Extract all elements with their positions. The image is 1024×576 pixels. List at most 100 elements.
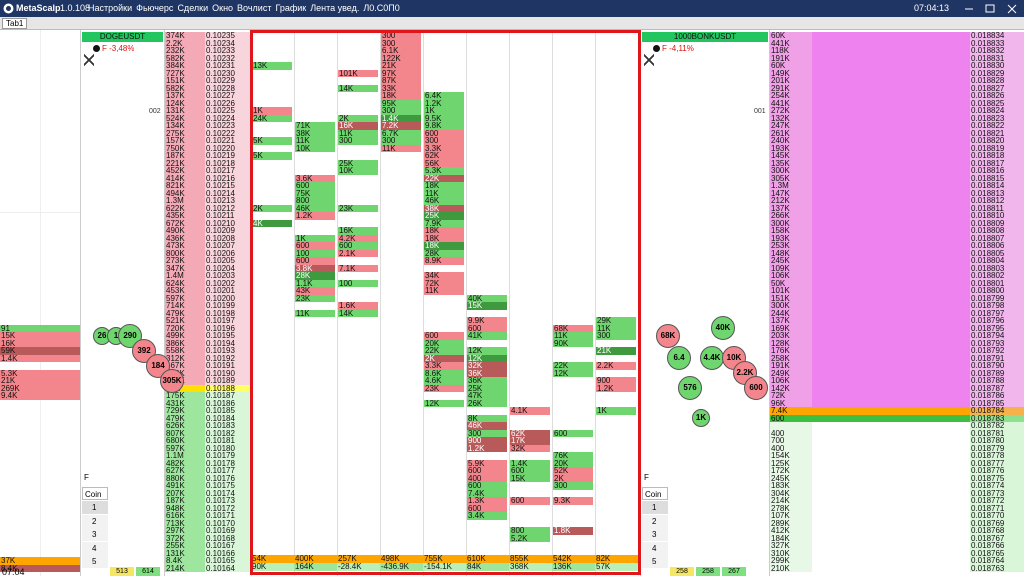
ladder-price: 0.018803 <box>970 264 1024 272</box>
cluster-cell: 72K <box>424 279 464 287</box>
panel-control[interactable]: F <box>82 471 108 484</box>
cluster-cell: 95K <box>381 99 421 107</box>
depth-area <box>812 557 970 565</box>
ladder-volume: 134K <box>165 122 205 130</box>
menu-item[interactable]: Л0.С0П0 <box>363 3 400 13</box>
ladder-volume: 750K <box>165 144 205 152</box>
mini-volume: 9.4K <box>0 392 80 400</box>
menu-item[interactable]: Настройки <box>88 3 133 13</box>
cluster-cell: 300 <box>381 137 421 145</box>
cluster-cell: 7.9K <box>424 219 464 227</box>
cluster-cell: 29K <box>596 317 636 325</box>
ladder-volume: 137K <box>165 92 205 100</box>
ladder-price: 0.018777 <box>970 459 1024 467</box>
cluster-cell: 62K <box>510 429 550 437</box>
ladder-price: 0.018795 <box>970 324 1024 332</box>
cluster-cell: 52K <box>553 467 593 475</box>
ladder-volume: 72K <box>770 392 812 400</box>
menu-item[interactable]: График <box>275 3 307 13</box>
symbol-header[interactable]: DOGEUSDT <box>82 32 163 42</box>
cluster-cell: 300 <box>553 482 593 490</box>
panel-control[interactable]: 4 <box>642 541 668 555</box>
cluster-cell: 12K <box>553 369 593 377</box>
ladder-price: 0.018833 <box>970 39 1024 47</box>
close-button[interactable] <box>84 54 94 66</box>
panel-control[interactable]: Coin <box>642 487 668 500</box>
menu-item[interactable]: Вочлист <box>237 3 272 13</box>
ladder-price: 0.10196 <box>205 324 251 332</box>
menu-item[interactable]: Фьючерс <box>136 3 174 13</box>
ladder-price: 0.10164 <box>205 564 251 572</box>
ladder-volume: 400 <box>770 444 812 452</box>
panel-control[interactable]: 3 <box>82 528 108 541</box>
menu-item[interactable]: Лента увед. <box>310 3 360 13</box>
panel-control[interactable]: 1 <box>642 501 668 514</box>
menu-item[interactable]: Сделки <box>177 3 209 13</box>
panel-control[interactable]: 4 <box>82 541 108 555</box>
ladder-volume: 135K <box>770 159 812 167</box>
depth-area <box>812 482 970 490</box>
ladder-volume: 214K <box>165 564 205 572</box>
panel-control[interactable]: 3 <box>642 528 668 541</box>
cluster-cell: 600 <box>553 429 593 437</box>
ladder-volume: 191K <box>770 54 812 62</box>
depth-area <box>812 399 970 407</box>
depth-area <box>812 339 970 347</box>
symbol-header[interactable]: 1000BONKUSDT <box>642 32 768 42</box>
ladder-volume: 149K <box>770 69 812 77</box>
ladder-volume: 374K <box>165 32 205 40</box>
ladder-price: 0.018805 <box>970 249 1024 257</box>
ladder-volume: 626K <box>165 422 205 430</box>
cluster-cell: 8.6K <box>424 369 464 377</box>
panel-control[interactable]: F <box>642 471 668 484</box>
cluster-cell: 600 <box>467 324 507 332</box>
ladder-volume: 232K <box>165 47 205 55</box>
depth-area <box>812 489 970 497</box>
ladder-price: 0.018783 <box>970 414 1024 422</box>
cluster-cell: 11K <box>424 189 464 197</box>
cluster-total: 400K <box>294 555 337 563</box>
ladder-volume: 821K <box>165 182 205 190</box>
cluster-cell: 10K <box>338 167 378 175</box>
depth-area <box>812 234 970 242</box>
panel-control[interactable]: 1 <box>82 501 108 514</box>
depth-area <box>812 69 970 77</box>
cluster-cell: 18K <box>424 242 464 250</box>
cluster-cell: 600 <box>510 467 550 475</box>
cluster-cell: 25K <box>467 384 507 392</box>
ladder-price: 0.10166 <box>205 549 251 557</box>
window-buttons[interactable] <box>962 0 1024 17</box>
ladder-price: 0.018773 <box>970 489 1024 497</box>
menu-item[interactable]: Окно <box>212 3 234 13</box>
panel-control[interactable]: 2 <box>82 514 108 528</box>
ladder-volume: 1.1M <box>165 452 205 460</box>
ladder-price: 0.018779 <box>970 444 1024 452</box>
depth-area <box>812 519 970 527</box>
column-line <box>380 30 381 576</box>
close-button[interactable] <box>644 54 654 66</box>
ladder-volume: 203K <box>770 332 812 340</box>
cluster-cell: 22K <box>553 362 593 370</box>
panel-control[interactable]: 5 <box>642 555 668 568</box>
panel-control[interactable]: 5 <box>82 555 108 568</box>
cluster-cell: 1.2K <box>424 99 464 107</box>
depth-area <box>812 249 970 257</box>
panel-control[interactable]: Coin <box>82 487 108 500</box>
depth-area <box>812 212 970 220</box>
ladder-price: 0.018765 <box>970 549 1024 557</box>
ladder-volume: 50K <box>770 279 812 287</box>
ladder-price: 0.10170 <box>205 519 251 527</box>
ladder-price: 0.10207 <box>205 242 251 250</box>
ladder-volume: 304K <box>770 489 812 497</box>
ladder-price: 0.018814 <box>970 182 1024 190</box>
cluster-cell: 46K <box>467 422 507 430</box>
cluster-cell: 600 <box>467 504 507 512</box>
cluster-cell: 300 <box>381 32 421 40</box>
tab[interactable]: Tab1 <box>2 18 28 29</box>
ladder-price: 0.10211 <box>205 212 251 220</box>
panel-control[interactable]: 2 <box>642 514 668 528</box>
cluster-cell: 2K <box>424 354 464 362</box>
trade-bubble: 576 <box>678 376 702 401</box>
ladder-price: 0.018768 <box>970 527 1024 535</box>
ladder-price: 0.10188 <box>205 384 251 392</box>
